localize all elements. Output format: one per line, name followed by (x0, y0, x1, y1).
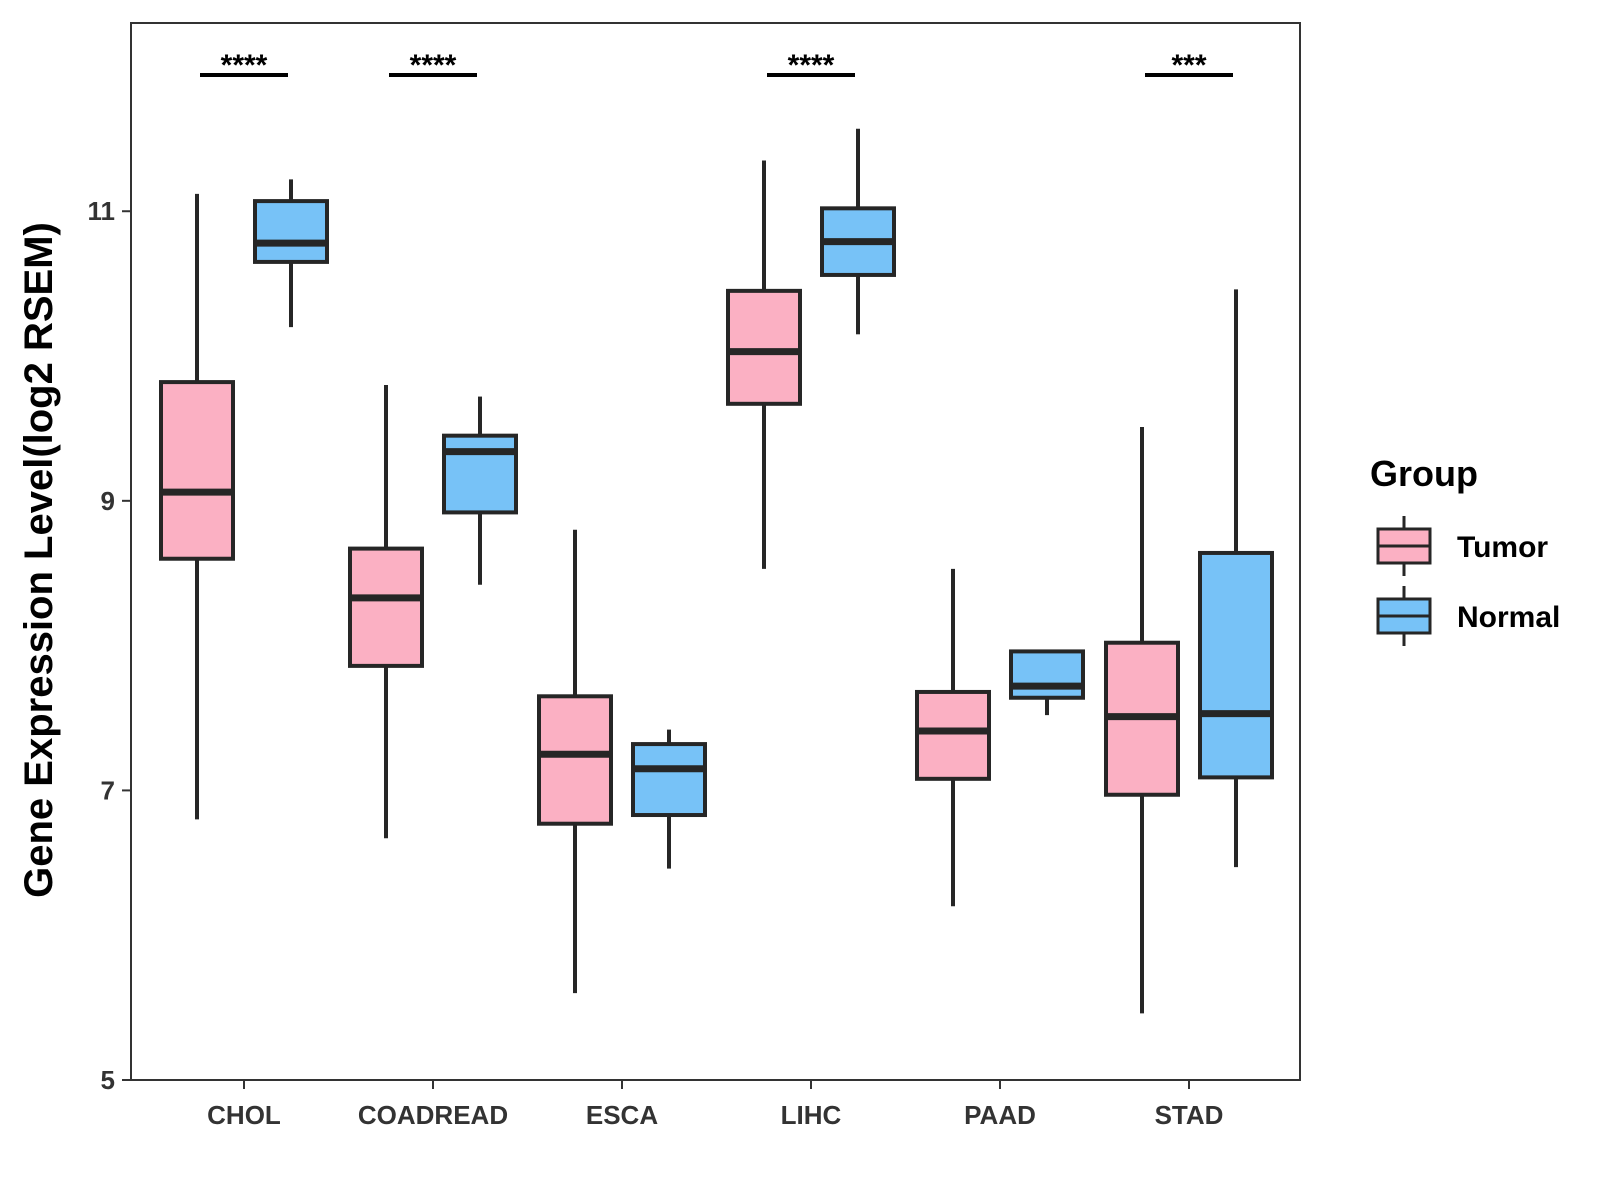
box-tumor-paad (915, 568, 991, 907)
box-body (726, 288, 802, 406)
y-tick-label: 7 (101, 775, 115, 805)
legend: Group Tumor Normal (1370, 453, 1560, 646)
significance-label: *** (1171, 49, 1206, 82)
y-tick-label: 5 (101, 1065, 115, 1095)
y-tick-label: 11 (88, 196, 116, 226)
box-body (631, 742, 707, 818)
box-normal-esca (631, 729, 707, 869)
x-axis: CHOL COADREAD ESCA LIHC PAAD STAD (207, 1080, 1223, 1130)
y-axis: 5 7 9 11 (88, 196, 131, 1095)
x-tick-label: STAD (1155, 1100, 1224, 1130)
box-body (442, 433, 518, 515)
x-tick-label: COADREAD (358, 1100, 508, 1130)
box-normal-paad (1009, 649, 1085, 716)
legend-item-normal: Normal (1376, 586, 1560, 646)
box-body (348, 546, 424, 668)
box-tumor-chol (159, 193, 235, 820)
legend-label: Tumor (1457, 531, 1548, 564)
box-body (253, 199, 329, 264)
x-tick-label: LIHC (781, 1100, 842, 1130)
significance-coadread: **** (389, 49, 477, 82)
significance-label: **** (410, 49, 457, 82)
x-tick-label: ESCA (586, 1100, 658, 1130)
y-axis-title: Gene Expression Level(log2 RSEM) (17, 222, 61, 898)
box-normal-coadread (442, 396, 518, 585)
plot-border (130, 22, 1301, 1081)
box-tumor-lihc (726, 160, 802, 569)
x-tick-label: CHOL (207, 1100, 281, 1130)
x-tick-label: PAAD (964, 1100, 1036, 1130)
box-body (1009, 649, 1085, 700)
legend-item-tumor: Tumor (1376, 516, 1548, 576)
box-normal-stad (1198, 289, 1274, 868)
box-body (159, 380, 235, 561)
box-body (915, 689, 991, 781)
significance-chol: **** (200, 49, 288, 82)
y-tick-label: 9 (101, 486, 115, 516)
significance-lihc: **** (767, 49, 855, 82)
box-body (1198, 550, 1274, 780)
legend-title: Group (1370, 453, 1478, 494)
box-normal-chol (253, 179, 329, 328)
box-body (537, 694, 613, 826)
significance-label: **** (788, 49, 835, 82)
plot-area: **** **** **** *** (130, 22, 1301, 1081)
significance-stad: *** (1145, 49, 1233, 82)
box-tumor-stad (1104, 426, 1180, 1014)
legend-label: Normal (1457, 601, 1560, 634)
significance-label: **** (221, 49, 268, 82)
box-tumor-coadread (348, 384, 424, 839)
box-tumor-esca (537, 529, 613, 994)
box-normal-lihc (820, 128, 896, 335)
